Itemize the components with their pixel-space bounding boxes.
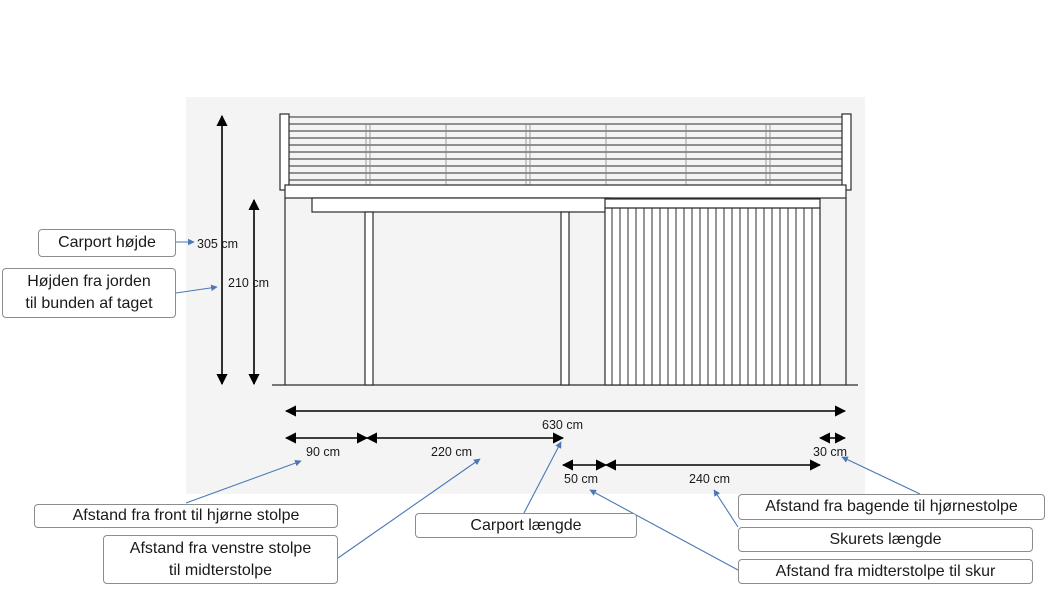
leader-carport-length [523, 441, 562, 514]
label-middle-shed: 50 cm [564, 472, 598, 486]
callout-back-corner: Afstand fra bagende til hjørnestolpe [738, 494, 1045, 520]
roof-slats [289, 116, 842, 181]
callout-middle-shed-text: Afstand fra midterstolpe til skur [775, 562, 996, 580]
roof-fascia [284, 184, 847, 199]
label-back-corner: 30 cm [813, 445, 847, 459]
label-roof-height: 210 cm [228, 276, 269, 290]
label-total-height: 305 cm [197, 237, 238, 251]
leader-left-middle [337, 458, 481, 559]
callout-carport-length: Carport længde [415, 513, 637, 538]
carport-structure [272, 113, 858, 386]
shed [604, 198, 821, 386]
roof-right-cap [841, 113, 852, 191]
roof-rafters [365, 124, 771, 185]
label-carport-length: 630 cm [542, 418, 583, 432]
callout-roof-height-line2: til bunden af taget [25, 295, 153, 312]
leader-lines [175, 238, 921, 571]
callout-carport-length-text: Carport længde [470, 516, 582, 534]
label-front-corner: 90 cm [306, 445, 340, 459]
callout-middle-shed: Afstand fra midterstolpe til skur [738, 559, 1033, 584]
leader-shed-length [713, 489, 739, 528]
label-shed-length: 240 cm [689, 472, 730, 486]
roof-left-cap [279, 113, 290, 191]
shed-boards [611, 208, 813, 385]
callout-shed-length: Skurets længde [738, 527, 1033, 552]
callout-carport-height: Carport højde [38, 229, 176, 257]
callout-left-middle: Afstand fra venstre stolpe til midtersto… [103, 535, 338, 584]
callout-carport-height-text: Carport højde [58, 234, 156, 251]
beam [311, 197, 611, 213]
post-middle [560, 211, 570, 386]
callout-roof-height-line1: Højden fra jorden [27, 273, 151, 290]
leader-middle-shed [589, 489, 739, 571]
leader-roof-height [175, 284, 218, 294]
callout-left-middle-line1: Afstand fra venstre stolpe [129, 539, 312, 557]
dimension-lines [216, 114, 847, 471]
leader-back-corner [841, 456, 921, 495]
callout-back-corner-text: Afstand fra bagende til hjørnestolpe [765, 498, 1018, 515]
label-left-middle: 220 cm [431, 445, 472, 459]
callout-left-middle-line2: til midterstolpe [168, 561, 273, 579]
callout-front-corner: Afstand fra front til hjørne stolpe [34, 504, 338, 528]
callout-shed-length-text: Skurets længde [829, 530, 942, 548]
callout-front-corner-text: Afstand fra front til hjørne stolpe [72, 507, 300, 524]
callout-roof-height: Højden fra jorden til bunden af taget [2, 268, 176, 318]
post-front [364, 211, 374, 386]
leader-front-corner [185, 459, 302, 504]
dimension-labels: 305 cm 210 cm 630 cm 90 cm 220 cm 30 cm … [197, 237, 847, 486]
